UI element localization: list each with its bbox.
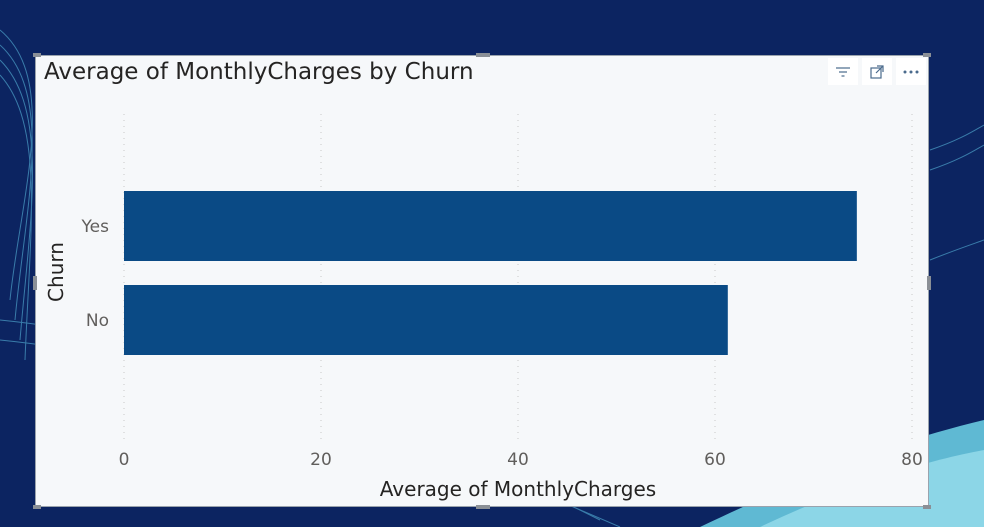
x-tick-label: 0 <box>119 450 130 470</box>
focus-mode-icon-glyph <box>870 64 884 79</box>
x-tick-label: 20 <box>310 450 332 470</box>
y-tick-label: No <box>86 311 109 331</box>
bar-yes[interactable] <box>124 191 857 261</box>
more-options-icon[interactable] <box>896 58 926 85</box>
x-tick-label: 60 <box>704 450 726 470</box>
y-axis-title: Churn <box>44 242 68 302</box>
resize-handle-top[interactable] <box>476 53 490 57</box>
x-tick-label: 40 <box>507 450 529 470</box>
chart-title: Average of MonthlyCharges by Churn <box>44 59 474 85</box>
y-tick-label: Yes <box>81 217 110 237</box>
filter-icon-glyph <box>836 66 850 77</box>
resize-handle-top-right[interactable] <box>923 53 931 57</box>
focus-mode-icon[interactable] <box>862 58 892 85</box>
filter-icon[interactable] <box>828 58 858 85</box>
resize-handle-left[interactable] <box>33 276 37 290</box>
bar-no[interactable] <box>124 285 728 355</box>
resize-handle-right[interactable] <box>927 276 931 290</box>
x-tick-label: 80 <box>901 450 923 470</box>
resize-handle-bottom-right[interactable] <box>923 505 931 509</box>
resize-handle-top-left[interactable] <box>33 53 41 57</box>
visual-header-icons <box>828 58 926 85</box>
chart-visual[interactable]: Average of MonthlyCharges by Churn <box>33 53 931 509</box>
bar-chart: 0 20 40 60 80 Yes No Average of MonthlyCharges… <box>44 114 923 501</box>
resize-handle-bottom[interactable] <box>476 505 490 509</box>
x-axis-title: Average of MonthlyCharges <box>380 477 656 501</box>
resize-handle-bottom-left[interactable] <box>33 505 41 509</box>
more-options-icon-glyph <box>903 70 919 73</box>
